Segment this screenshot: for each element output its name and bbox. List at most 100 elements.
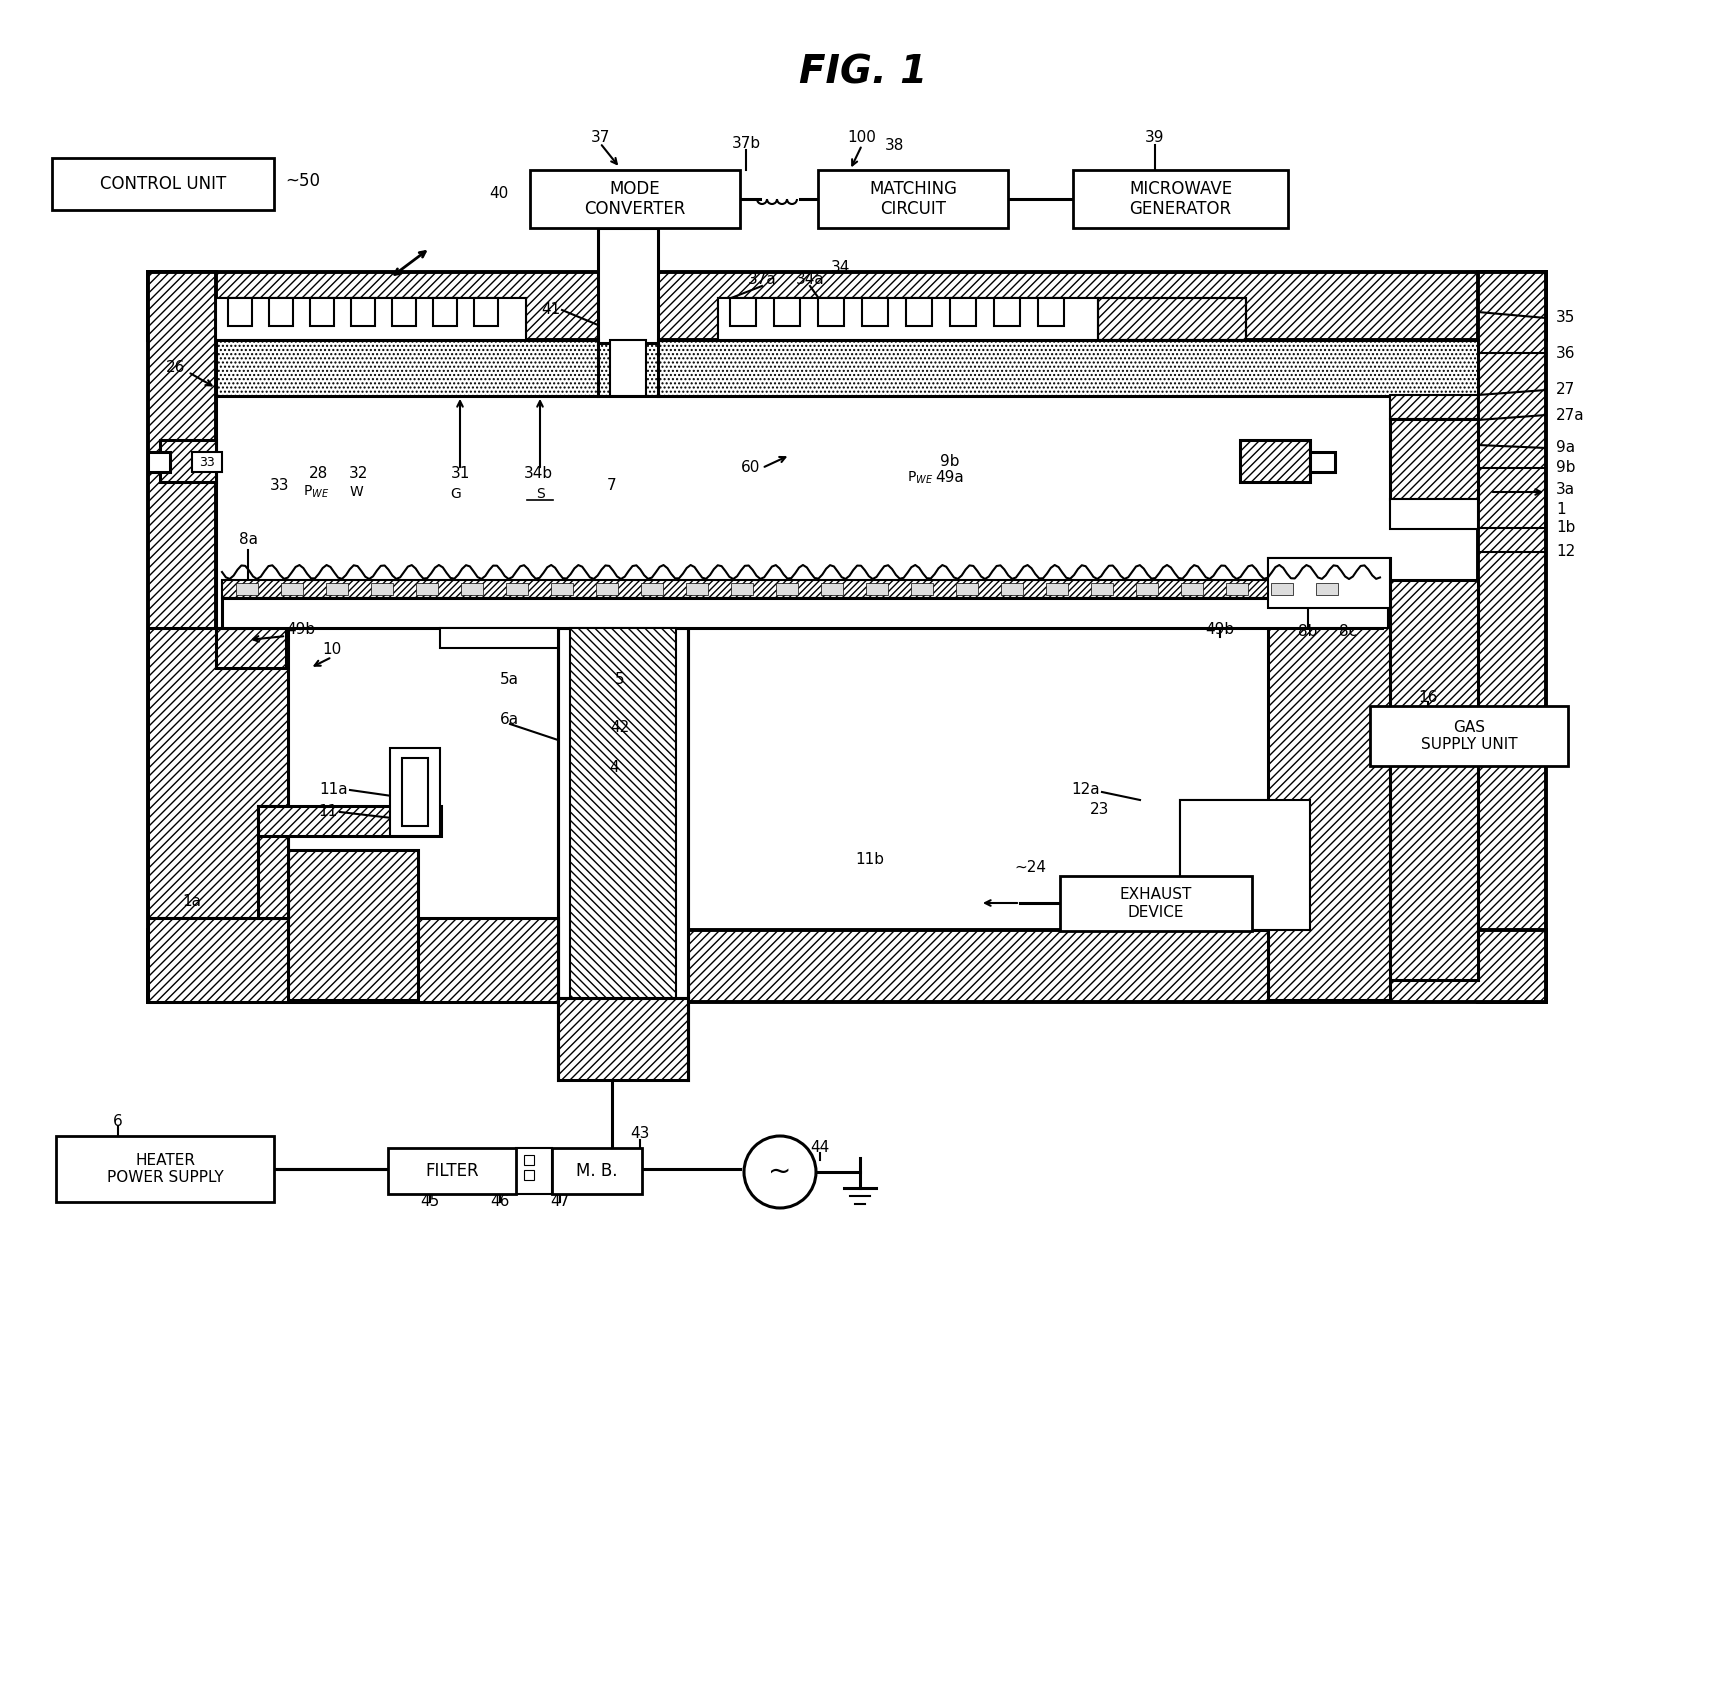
Text: FIG. 1: FIG. 1 xyxy=(799,53,927,92)
Bar xyxy=(1037,298,1063,325)
Bar xyxy=(818,170,1008,229)
Bar xyxy=(525,1154,533,1164)
Text: 5: 5 xyxy=(614,673,625,688)
Text: 12: 12 xyxy=(1557,544,1576,559)
Text: 39: 39 xyxy=(1146,131,1165,146)
Text: 40: 40 xyxy=(488,186,507,202)
Text: 34b: 34b xyxy=(523,466,552,481)
Text: 47: 47 xyxy=(551,1195,570,1210)
Bar xyxy=(1074,170,1288,229)
Bar xyxy=(388,1148,516,1193)
Bar xyxy=(461,583,483,595)
Bar xyxy=(956,583,979,595)
Text: 27: 27 xyxy=(1557,383,1576,398)
Bar xyxy=(818,298,844,325)
Bar xyxy=(52,158,274,210)
Bar xyxy=(216,298,526,341)
Bar xyxy=(609,341,646,397)
Text: 31: 31 xyxy=(450,466,469,481)
Bar xyxy=(730,298,756,325)
Bar xyxy=(1389,395,1477,419)
Bar xyxy=(1308,580,1388,629)
Text: 49a: 49a xyxy=(935,471,965,485)
Bar xyxy=(718,298,1098,341)
Text: 6: 6 xyxy=(114,1115,123,1129)
Text: 37b: 37b xyxy=(732,136,761,151)
Bar xyxy=(552,1148,642,1193)
Bar xyxy=(822,583,842,595)
Bar xyxy=(1098,298,1246,341)
Text: GAS
SUPPLY UNIT: GAS SUPPLY UNIT xyxy=(1420,720,1517,753)
Bar xyxy=(475,298,499,325)
Text: 1: 1 xyxy=(1557,502,1565,517)
Bar xyxy=(1181,583,1203,595)
Text: 36: 36 xyxy=(1557,346,1576,361)
Text: 4: 4 xyxy=(609,761,620,776)
Text: 32: 32 xyxy=(349,466,368,481)
Bar xyxy=(1225,583,1248,595)
Text: 34: 34 xyxy=(830,261,849,276)
Text: 9b: 9b xyxy=(1557,461,1576,476)
Text: 9a: 9a xyxy=(1557,441,1576,456)
Bar xyxy=(192,453,223,471)
Bar xyxy=(1370,707,1567,766)
Bar xyxy=(597,229,658,342)
Text: 60: 60 xyxy=(740,461,759,476)
Bar xyxy=(148,629,288,919)
Text: 11a: 11a xyxy=(319,783,349,798)
Bar xyxy=(506,583,528,595)
Text: 8c: 8c xyxy=(1339,624,1357,639)
Text: 26: 26 xyxy=(166,361,185,376)
Bar xyxy=(281,583,304,595)
Bar xyxy=(390,747,440,836)
Bar xyxy=(685,583,708,595)
Text: 44: 44 xyxy=(811,1141,830,1156)
Text: 8b: 8b xyxy=(1298,624,1317,639)
Text: P$_{WE}$: P$_{WE}$ xyxy=(302,483,330,500)
Bar xyxy=(1310,453,1334,471)
Bar xyxy=(1388,580,1477,980)
Text: 38: 38 xyxy=(884,137,904,153)
Bar xyxy=(861,298,887,325)
Text: 11b: 11b xyxy=(856,853,884,868)
Text: 1b: 1b xyxy=(1557,520,1576,536)
Bar xyxy=(350,298,375,325)
Text: 11: 11 xyxy=(319,805,338,819)
Text: 41: 41 xyxy=(540,302,559,317)
Bar xyxy=(236,583,257,595)
Bar xyxy=(1098,298,1246,341)
Bar xyxy=(1269,558,1389,609)
Text: HEATER
POWER SUPPLY: HEATER POWER SUPPLY xyxy=(107,1153,223,1185)
Text: 43: 43 xyxy=(630,1127,649,1141)
Bar xyxy=(216,298,526,341)
Bar xyxy=(216,341,1477,397)
Bar xyxy=(440,629,557,647)
Bar xyxy=(433,298,457,325)
Text: 6a: 6a xyxy=(501,712,520,727)
Bar xyxy=(516,1148,552,1193)
Text: 45: 45 xyxy=(421,1195,440,1210)
Bar xyxy=(1389,498,1477,529)
Text: 33: 33 xyxy=(198,456,214,468)
Bar xyxy=(718,298,1098,341)
Bar xyxy=(1477,271,1546,1002)
Bar xyxy=(994,298,1020,325)
Bar xyxy=(866,583,887,595)
Text: MODE
CONVERTER: MODE CONVERTER xyxy=(585,180,685,219)
Bar xyxy=(530,170,740,229)
Text: G: G xyxy=(450,486,461,502)
Bar xyxy=(1239,441,1310,481)
Text: FILTER: FILTER xyxy=(425,1163,478,1180)
Text: MICROWAVE
GENERATOR: MICROWAVE GENERATOR xyxy=(1129,180,1232,219)
Text: 37: 37 xyxy=(590,131,609,146)
Text: 42: 42 xyxy=(611,720,630,736)
Text: CONTROL UNIT: CONTROL UNIT xyxy=(100,175,226,193)
Circle shape xyxy=(744,1136,816,1209)
Bar xyxy=(1269,558,1389,1000)
Bar xyxy=(392,298,416,325)
Text: 37a: 37a xyxy=(747,273,777,288)
Text: 49b: 49b xyxy=(1205,622,1234,637)
Text: 1a: 1a xyxy=(183,895,202,910)
Bar xyxy=(1389,419,1477,498)
Bar xyxy=(148,271,216,1002)
